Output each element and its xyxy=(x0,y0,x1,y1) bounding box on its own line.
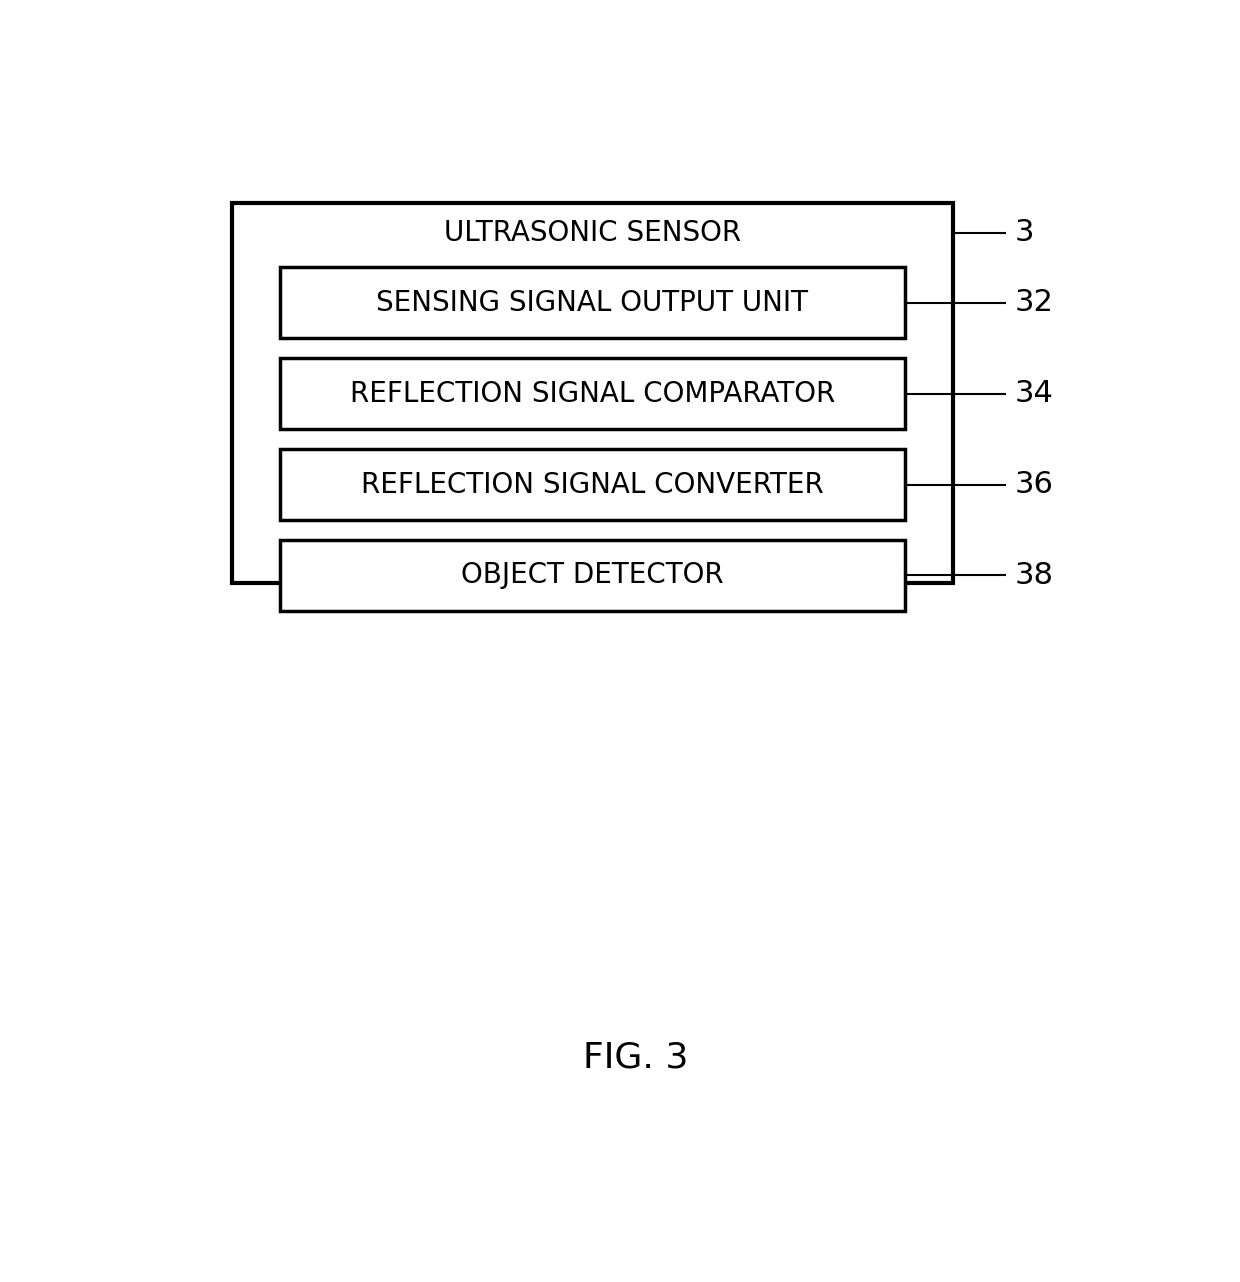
Bar xyxy=(280,449,904,520)
Text: 32: 32 xyxy=(1016,288,1054,318)
Text: ULTRASONIC SENSOR: ULTRASONIC SENSOR xyxy=(444,219,740,247)
Bar xyxy=(280,268,904,338)
Text: 38: 38 xyxy=(1016,560,1054,590)
Text: REFLECTION SIGNAL COMPARATOR: REFLECTION SIGNAL COMPARATOR xyxy=(350,379,835,408)
Bar xyxy=(232,203,952,583)
Text: 36: 36 xyxy=(1016,470,1054,499)
Text: OBJECT DETECTOR: OBJECT DETECTOR xyxy=(461,562,724,590)
Text: 34: 34 xyxy=(1016,379,1054,408)
Text: 3: 3 xyxy=(1016,218,1034,247)
Bar xyxy=(280,540,904,612)
Text: REFLECTION SIGNAL CONVERTER: REFLECTION SIGNAL CONVERTER xyxy=(361,470,823,499)
Bar xyxy=(280,358,904,429)
Text: SENSING SIGNAL OUTPUT UNIT: SENSING SIGNAL OUTPUT UNIT xyxy=(376,288,808,317)
Text: FIG. 3: FIG. 3 xyxy=(583,1040,688,1074)
